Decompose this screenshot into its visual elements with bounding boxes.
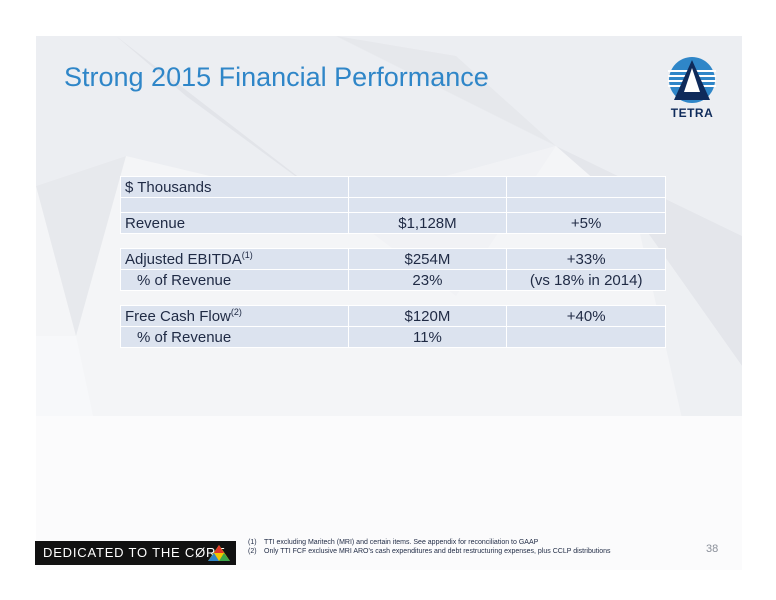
- footnotes: (1) TTI excluding Maritech (MRI) and cert…: [248, 538, 611, 556]
- row-label: Free Cash Flow: [125, 308, 231, 325]
- slide: Strong 2015 Financial Performance TETRA …: [36, 36, 742, 570]
- row-value: 23%: [347, 269, 508, 291]
- row-value: $254M: [347, 248, 508, 270]
- tetra-logo-icon: [668, 57, 716, 103]
- row-change: +5%: [506, 212, 666, 234]
- row-value: 11%: [347, 326, 508, 348]
- footnote-ref: (2): [230, 307, 242, 317]
- row-change: +33%: [506, 248, 666, 270]
- table-row-ebitda: Adjusted EBITDA(1) $254M +33%: [120, 248, 666, 270]
- row-change: +40%: [506, 305, 666, 327]
- financial-table: $ Thousands Revenue $1,128M +5% Adjusted…: [120, 176, 666, 348]
- brand-tagline: DEDICATED TO THE CØRE: [43, 545, 226, 560]
- page-number: 38: [706, 543, 719, 555]
- footnote-ref: (1): [241, 250, 253, 260]
- table-row-fcf: Free Cash Flow(2) $120M +40%: [120, 305, 666, 327]
- row-label: % of Revenue: [120, 326, 349, 348]
- table-row-revenue: Revenue $1,128M +5%: [120, 212, 666, 234]
- row-label: Revenue: [120, 212, 349, 234]
- table-row-ebitda-pct: % of Revenue 23% (vs 18% in 2014): [120, 269, 666, 291]
- row-value: $120M: [347, 305, 508, 327]
- background-polygons: [36, 36, 742, 570]
- tricolor-triangle-icon: [208, 545, 230, 561]
- row-change: (vs 18% in 2014): [506, 269, 666, 291]
- row-value: $1,128M: [347, 212, 508, 234]
- row-label: Adjusted EBITDA: [125, 251, 242, 268]
- table-header-label: $ Thousands: [120, 176, 349, 198]
- table-row-fcf-pct: % of Revenue 11%: [120, 326, 666, 348]
- slide-title: Strong 2015 Financial Performance: [64, 62, 489, 92]
- table-header-row: $ Thousands: [120, 176, 666, 198]
- footer-brand-bar: DEDICATED TO THE CØRE: [35, 541, 236, 565]
- footnote-1: (1) TTI excluding Maritech (MRI) and cert…: [248, 539, 539, 546]
- footnote-2: (2) Only TTI FCF exclusive MRI ARO's cash…: [248, 548, 611, 555]
- row-label: % of Revenue: [120, 269, 349, 291]
- logo-wordmark: TETRA: [670, 106, 714, 120]
- row-change: [506, 326, 666, 348]
